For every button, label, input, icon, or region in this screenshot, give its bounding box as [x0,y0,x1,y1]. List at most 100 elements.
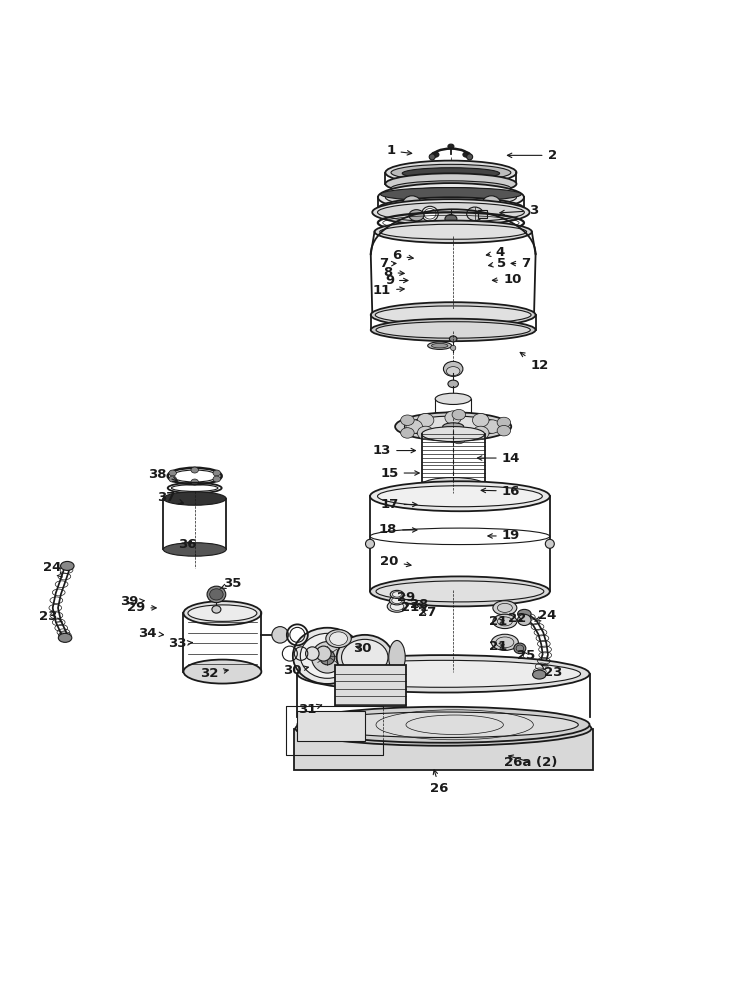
Text: 23: 23 [38,610,62,623]
Ellipse shape [422,427,484,442]
Ellipse shape [422,478,484,493]
Ellipse shape [447,221,455,228]
Ellipse shape [545,539,554,548]
Ellipse shape [422,206,438,221]
Ellipse shape [370,576,550,606]
Ellipse shape [306,660,581,687]
Ellipse shape [472,413,489,427]
Ellipse shape [442,222,456,232]
Ellipse shape [435,393,472,404]
Ellipse shape [191,467,199,473]
Ellipse shape [326,630,351,648]
Ellipse shape [376,581,544,602]
Ellipse shape [393,592,402,597]
Ellipse shape [300,633,354,678]
Ellipse shape [389,640,405,674]
Text: 20: 20 [381,555,411,568]
Ellipse shape [305,647,319,660]
Text: 25: 25 [517,649,535,662]
Ellipse shape [272,627,288,643]
Ellipse shape [514,643,526,654]
Ellipse shape [428,342,452,349]
Ellipse shape [432,343,448,348]
Ellipse shape [493,601,517,615]
Text: 13: 13 [373,444,415,457]
Ellipse shape [448,380,459,388]
Text: 11: 11 [373,284,405,297]
Ellipse shape [387,601,407,612]
Text: 2: 2 [508,149,556,162]
Ellipse shape [390,590,404,598]
Ellipse shape [188,605,257,621]
Ellipse shape [341,639,388,675]
Ellipse shape [207,586,226,603]
Ellipse shape [370,481,550,511]
Ellipse shape [163,543,226,556]
Ellipse shape [212,606,221,613]
Text: 30: 30 [283,664,308,677]
Ellipse shape [213,470,220,476]
Text: 37: 37 [157,491,183,504]
Ellipse shape [450,345,456,351]
Ellipse shape [472,490,483,499]
Text: 26a (2): 26a (2) [504,755,557,769]
Ellipse shape [517,609,531,618]
Ellipse shape [365,539,374,548]
Ellipse shape [410,221,492,234]
Text: 35: 35 [220,577,241,590]
Ellipse shape [375,306,531,324]
Ellipse shape [378,486,542,507]
Text: 24: 24 [535,609,556,622]
Ellipse shape [296,711,591,746]
Ellipse shape [429,154,435,160]
Bar [293,729,593,770]
Ellipse shape [191,479,199,485]
Ellipse shape [378,203,524,222]
Ellipse shape [417,426,434,440]
Text: 31: 31 [298,703,322,716]
Ellipse shape [381,188,521,201]
Ellipse shape [391,164,511,181]
Text: 33: 33 [168,637,193,650]
Ellipse shape [385,173,517,194]
Text: 21: 21 [489,640,508,653]
Ellipse shape [390,596,405,605]
Text: 22: 22 [508,612,526,625]
Ellipse shape [435,412,472,423]
Text: 14: 14 [478,452,520,465]
Ellipse shape [497,417,511,428]
Text: 15: 15 [381,467,419,480]
Ellipse shape [401,415,414,425]
Ellipse shape [459,496,472,505]
Text: 21: 21 [489,615,508,628]
Text: 5: 5 [489,257,506,270]
Ellipse shape [482,196,501,212]
Ellipse shape [450,336,457,342]
Text: 3: 3 [500,204,538,217]
Text: 39: 39 [120,595,144,608]
Text: 10: 10 [493,273,522,286]
Text: 34: 34 [138,627,163,640]
Ellipse shape [385,188,517,207]
Text: 38: 38 [148,468,177,482]
Ellipse shape [385,161,517,185]
Ellipse shape [402,168,499,179]
Bar [478,210,487,218]
Text: 26: 26 [430,770,449,795]
Ellipse shape [445,215,457,224]
Ellipse shape [337,635,393,680]
Ellipse shape [320,650,335,665]
Bar [297,711,365,741]
Text: 6: 6 [393,249,414,262]
Ellipse shape [467,154,473,160]
Ellipse shape [443,423,464,430]
Ellipse shape [376,322,530,338]
Ellipse shape [371,302,535,328]
Ellipse shape [409,210,424,221]
Ellipse shape [423,490,435,499]
Ellipse shape [329,632,347,645]
Ellipse shape [406,420,423,433]
Text: 29: 29 [397,591,415,604]
Text: 23: 23 [541,665,562,679]
Ellipse shape [420,485,487,503]
